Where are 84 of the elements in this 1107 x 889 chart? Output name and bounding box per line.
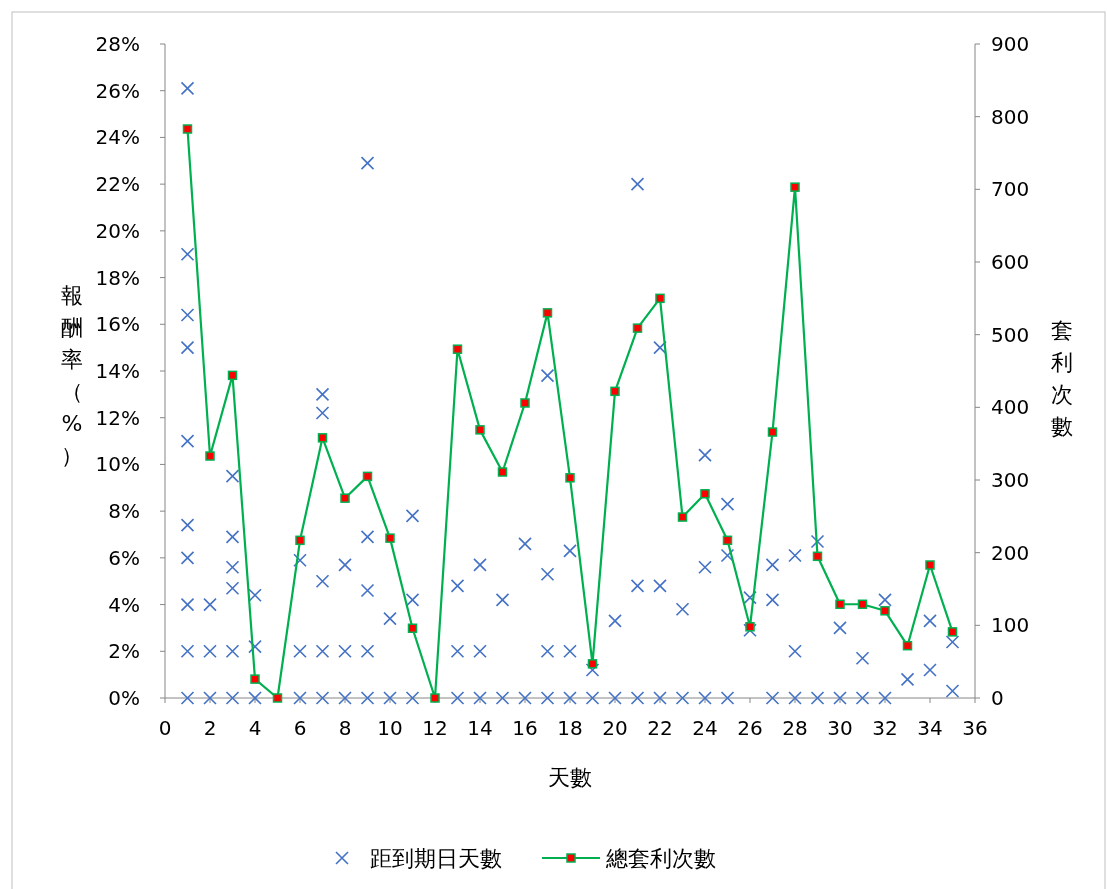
- y2-tick-label: 600: [991, 250, 1030, 274]
- point: [542, 308, 553, 318]
- point: [520, 398, 530, 408]
- y2-tick-label: 400: [991, 395, 1030, 420]
- x-tick-label: 14: [467, 716, 493, 740]
- point: [632, 323, 643, 333]
- point: [902, 640, 913, 651]
- x-tick-label: 20: [602, 716, 628, 740]
- y-tick-label: 10%: [95, 452, 140, 477]
- point: [947, 627, 958, 637]
- point: [497, 467, 508, 477]
- y-tick-label: 28%: [95, 32, 140, 56]
- point: [430, 693, 440, 703]
- point: [880, 606, 890, 616]
- point: [767, 427, 778, 437]
- y-tick-label: 6%: [108, 545, 140, 570]
- y-tick-label: 24%: [95, 125, 140, 150]
- y-tick-label: 0%: [108, 686, 140, 710]
- x-tick-label: 6: [293, 716, 307, 740]
- x-tick-label: 36: [962, 716, 988, 740]
- y-tick-label: 2%: [108, 639, 140, 664]
- point: [182, 124, 193, 134]
- point: [925, 560, 935, 570]
- y-tick-label: 14%: [95, 359, 140, 383]
- point: [452, 344, 463, 354]
- point: [295, 535, 305, 546]
- y2-tick-label: 800: [991, 104, 1030, 129]
- x-tick-label: 30: [827, 716, 853, 740]
- y-tick-label: 22%: [95, 172, 140, 197]
- x-tick-label: 2: [203, 716, 217, 740]
- y2-tick-label: 900: [991, 32, 1030, 56]
- x-tick-label: 12: [422, 716, 448, 740]
- point: [250, 674, 260, 684]
- y2-tick-label: 500: [991, 322, 1030, 347]
- point: [610, 386, 620, 397]
- x-axis-title: 天數: [548, 765, 592, 790]
- y-tick-label: 20%: [95, 218, 140, 243]
- x-tick-label: 24: [692, 716, 718, 740]
- x-tick-label: 8: [338, 716, 352, 740]
- y2-tick-label: 300: [991, 468, 1030, 492]
- x-tick-label: 34: [917, 716, 943, 740]
- point: [587, 659, 598, 669]
- point: [565, 473, 575, 483]
- y-tick-label: 16%: [95, 312, 140, 337]
- x-tick-label: 28: [782, 716, 808, 740]
- point: [227, 370, 238, 381]
- y-tick-label: 8%: [108, 499, 140, 524]
- point: [857, 599, 868, 610]
- point: [407, 623, 418, 633]
- point: [340, 493, 350, 503]
- x-tick-label: 26: [737, 716, 763, 740]
- point: [700, 489, 710, 499]
- y-tick-label: 12%: [95, 405, 140, 430]
- y-tick-label: 4%: [108, 592, 140, 617]
- x-tick-label: 22: [647, 716, 673, 740]
- x-tick-label: 10: [377, 716, 403, 740]
- y2-tick-label: 100: [991, 613, 1030, 638]
- y2-axis-title: 套利次數: [1051, 318, 1073, 439]
- point: [677, 512, 688, 522]
- legend-label: 距到期日天數: [370, 846, 502, 871]
- point: [812, 551, 823, 562]
- point: [835, 599, 845, 610]
- point: [272, 693, 283, 703]
- point: [385, 533, 395, 543]
- legend-label: 總套利次數: [605, 846, 716, 871]
- y-tick-label: 18%: [95, 265, 140, 290]
- x-tick-label: 0: [158, 716, 172, 740]
- x-tick-label: 4: [248, 716, 262, 740]
- point: [790, 182, 800, 192]
- y-axis-title: 報酬率（%）: [61, 283, 83, 468]
- y2-tick-label: 700: [991, 177, 1030, 202]
- point: [722, 535, 733, 546]
- point: [745, 622, 755, 632]
- point: [317, 433, 328, 443]
- point: [655, 293, 665, 304]
- y2-tick-label: 200: [991, 540, 1030, 565]
- point: [362, 471, 373, 482]
- x-tick-label: 16: [512, 716, 538, 740]
- y2-tick-label: 0: [991, 686, 1004, 710]
- x-tick-label: 32: [872, 716, 898, 740]
- point: [475, 425, 485, 435]
- point: [205, 451, 215, 461]
- x-tick-label: 18: [557, 716, 583, 740]
- y-tick-label: 26%: [95, 78, 140, 103]
